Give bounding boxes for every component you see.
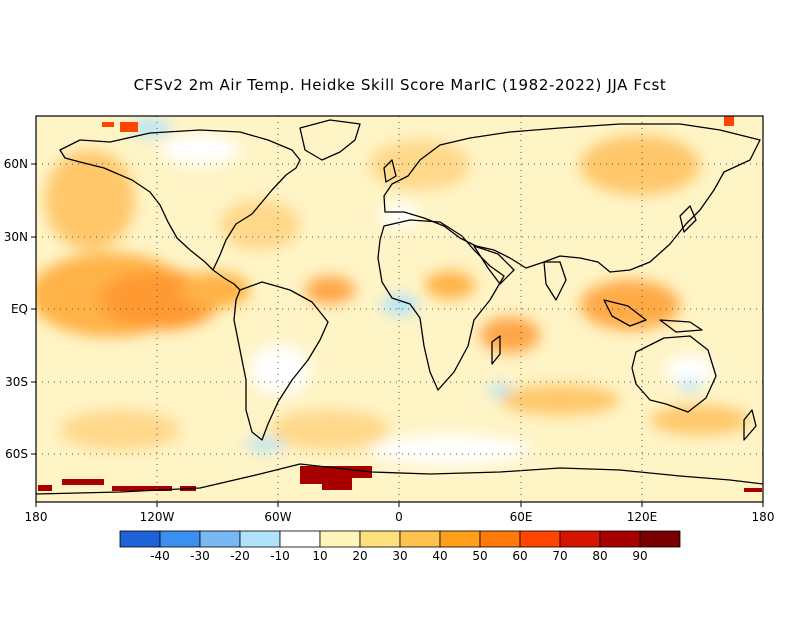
tick-marks: [31, 163, 764, 507]
greenland-coastline: [299, 119, 361, 161]
colorbar-label: 70: [552, 549, 567, 563]
lon-label: 120W: [140, 510, 175, 524]
colorbar-swatch: [439, 530, 481, 548]
africa-coastline: [377, 219, 505, 391]
eurasia-coastline: [383, 123, 761, 273]
colorbar-label: 60: [512, 549, 527, 563]
lat-label: 30N: [4, 230, 28, 244]
graticule: [36, 116, 763, 502]
colorbar-label: 30: [392, 549, 407, 563]
colorbar-label: -10: [270, 549, 290, 563]
colorbar-labels: -40 -30 -20 -10 10 20 30 40 50 60 70 80 90: [150, 549, 647, 563]
lat-label: EQ: [11, 302, 28, 316]
colorbar: [119, 530, 681, 548]
japan-coastline: [679, 205, 697, 233]
new-guinea-coastline: [659, 319, 703, 333]
longitude-labels: 180 120W 60W 0 60E 120E 180: [25, 510, 775, 524]
lon-label: 0: [395, 510, 403, 524]
colorbar-label: 40: [432, 549, 447, 563]
colorbar-swatch: [319, 530, 361, 548]
colorbar-swatch: [199, 530, 241, 548]
lon-label: 60W: [264, 510, 291, 524]
colorbar-label: 20: [352, 549, 367, 563]
colorbar-swatch: [559, 530, 601, 548]
colorbar-label: -20: [230, 549, 250, 563]
colorbar-swatch: [279, 530, 321, 548]
lon-label: 180: [752, 510, 775, 524]
arabia-coastline: [473, 245, 515, 285]
colorbar-swatch: [599, 530, 641, 548]
colorbar-label: 50: [472, 549, 487, 563]
australia-coastline: [631, 335, 717, 413]
antarctica-coastline: [36, 463, 763, 495]
india-coastline: [543, 261, 567, 301]
colorbar-label: -40: [150, 549, 170, 563]
score-field: [36, 120, 750, 465]
colorbar-swatch: [239, 530, 281, 548]
british-isles-coastline: [383, 159, 397, 183]
madagascar-coastline: [491, 335, 501, 365]
colorbar-swatch: [479, 530, 521, 548]
lon-label: 120E: [627, 510, 658, 524]
high-skill-patches: [38, 116, 762, 492]
lon-label: 60E: [510, 510, 533, 524]
colorbar-swatch: [159, 530, 201, 548]
colorbar-swatch: [119, 530, 161, 548]
latitude-labels: 60N 30N EQ 30S 60S: [4, 157, 28, 461]
colorbar-swatch: [639, 530, 681, 548]
new-zealand-coastline: [743, 409, 757, 441]
south-america-coastline: [233, 281, 329, 441]
colorbar-swatch: [399, 530, 441, 548]
north-america-coastline: [59, 129, 301, 271]
coastlines: [36, 119, 763, 495]
map-area: [36, 116, 763, 502]
colorbar-label: 80: [592, 549, 607, 563]
lon-label: 180: [25, 510, 48, 524]
colorbar-swatch: [519, 530, 561, 548]
central-america-coastline: [212, 269, 241, 291]
southeast-asia-islands-coastline: [603, 299, 647, 327]
lat-label: 30S: [5, 375, 28, 389]
page-title: CFSv2 2m Air Temp. Heidke Skill Score Ma…: [133, 76, 667, 94]
lat-label: 60S: [5, 447, 28, 461]
colorbar-label: -30: [190, 549, 210, 563]
colorbar-swatch: [359, 530, 401, 548]
colorbar-label: 10: [312, 549, 327, 563]
lat-label: 60N: [4, 157, 28, 171]
colorbar-label: 90: [632, 549, 647, 563]
